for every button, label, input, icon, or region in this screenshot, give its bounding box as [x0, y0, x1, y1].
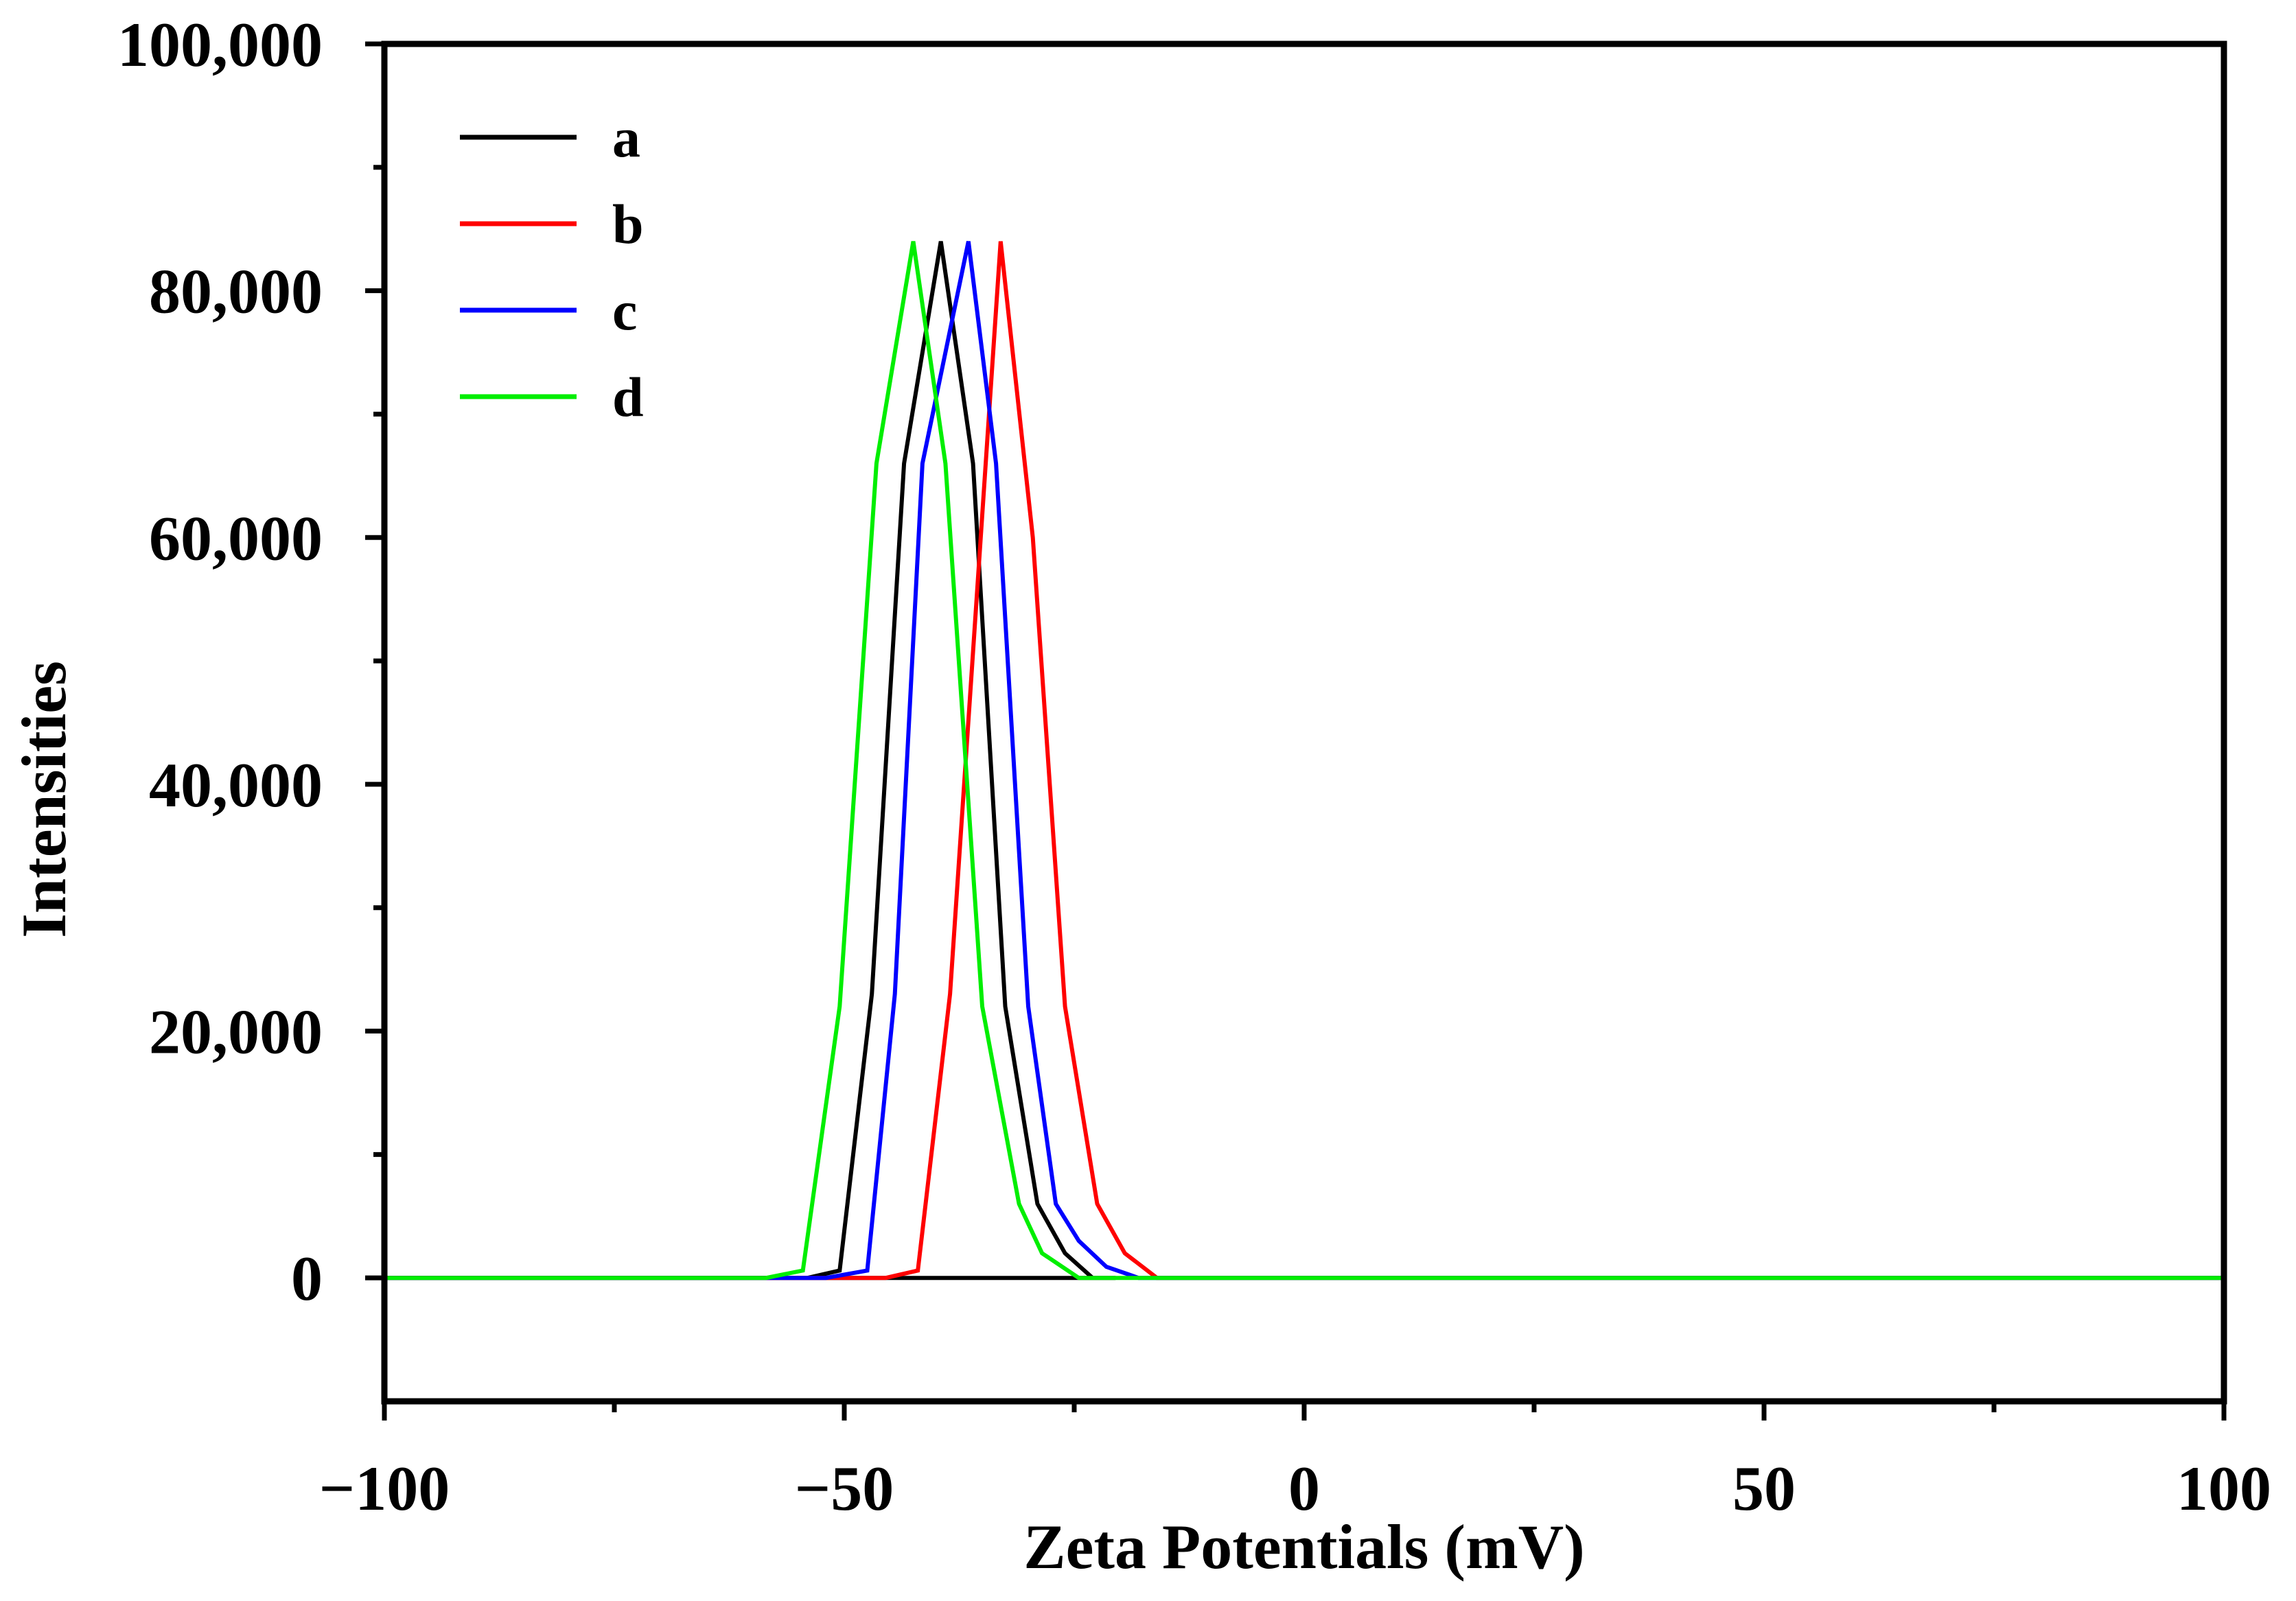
y-tick-label: 80,000 [149, 257, 323, 327]
y-axis-ticks: 0 20,000 40,000 60,000 80,000 100,000 [117, 10, 384, 1313]
x-tick-label: 0 [1288, 1453, 1320, 1523]
x-tick-label: 50 [1732, 1453, 1796, 1523]
y-tick-label: 20,000 [149, 997, 323, 1067]
x-axis-ticks: −100 −50 0 50 100 [319, 1401, 2271, 1523]
x-tick-label: −100 [319, 1453, 450, 1523]
legend-label-d: d [612, 366, 644, 428]
y-tick-label: 60,000 [149, 503, 323, 573]
x-tick-label: −50 [795, 1453, 894, 1523]
y-tick-label: 100,000 [117, 10, 323, 80]
legend-label-b: b [612, 193, 644, 255]
y-tick-label: 0 [291, 1243, 323, 1313]
legend-label-a: a [612, 106, 640, 169]
series-line-c [384, 241, 2224, 1281]
legend-label-c: c [612, 279, 637, 342]
plot-frame [381, 40, 2227, 1405]
series-line-d [384, 241, 2224, 1281]
y-axis-title: Intensities [9, 661, 79, 938]
series-layer [384, 241, 2224, 1281]
x-axis-title: Zeta Potentials (mV) [1023, 1512, 1585, 1582]
x-tick-label: 100 [2177, 1453, 2271, 1523]
series-line-b [384, 241, 2224, 1281]
y-tick-label: 40,000 [149, 750, 323, 820]
